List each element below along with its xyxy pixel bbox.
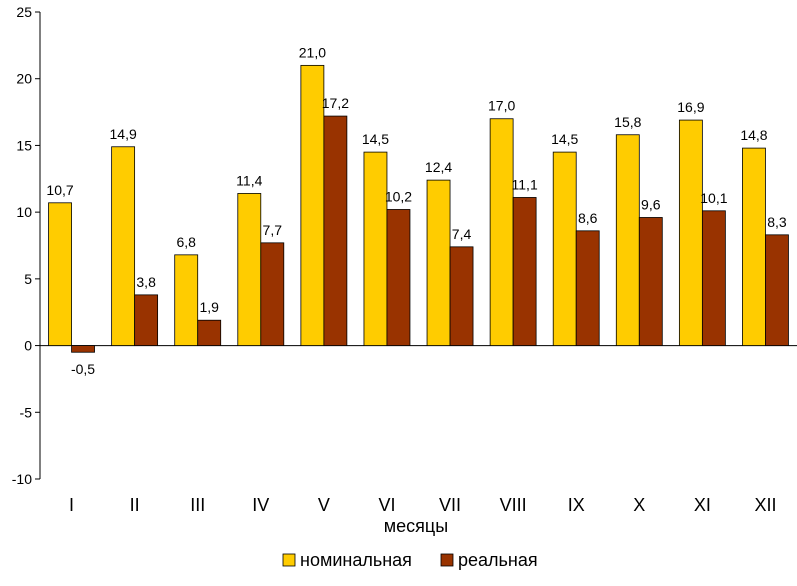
legend-label-real: реальная — [458, 550, 538, 570]
y-tick-label: 0 — [24, 338, 32, 354]
legend-label-nominal: номинальная — [300, 550, 412, 570]
bar-real — [260, 242, 285, 346]
data-label-real: 7,7 — [263, 222, 283, 238]
bar-nominal — [237, 193, 262, 346]
bar-nominal — [426, 179, 451, 346]
y-tick-label: 20 — [16, 71, 32, 87]
bar-nominal — [174, 254, 199, 346]
data-label-real: 11,1 — [512, 176, 538, 192]
bar-real — [71, 345, 95, 353]
data-label-nominal: 14,5 — [551, 131, 578, 147]
data-label-real: 17,2 — [322, 95, 349, 111]
legend-swatch-nominal — [282, 553, 296, 567]
data-label-real: 8,6 — [578, 210, 598, 226]
x-tick-label: IV — [252, 495, 269, 515]
bar-real — [701, 210, 726, 346]
x-tick-label: VI — [378, 495, 395, 515]
y-tick-label: 25 — [16, 4, 32, 20]
data-label-nominal: 14,8 — [740, 127, 767, 143]
bar-nominal — [489, 118, 514, 346]
y-tick-label: 10 — [16, 204, 32, 220]
data-label-real: 7,4 — [452, 226, 472, 242]
x-tick-label: VII — [439, 495, 461, 515]
data-label-real: 10,2 — [385, 188, 412, 204]
x-tick-label: VIII — [500, 495, 527, 515]
x-tick-label: III — [190, 495, 205, 515]
bar-real — [134, 294, 159, 346]
x-tick-label: X — [633, 495, 645, 515]
bar-nominal — [615, 134, 640, 346]
bar-nominal — [111, 146, 136, 346]
x-axis-title: месяцы — [384, 516, 448, 536]
bar-nominal — [300, 64, 325, 346]
legend-swatch-real — [440, 553, 454, 567]
bar-nominal — [363, 151, 388, 346]
legend: номинальная реальная — [282, 550, 538, 570]
data-label-nominal: 6,8 — [176, 234, 196, 250]
axes-layer: -10 -5 0 5 10 15 20 25 — [12, 4, 797, 487]
data-label-nominal: 15,8 — [614, 114, 641, 130]
x-tick-label: V — [318, 495, 330, 515]
data-label-nominal: 16,9 — [677, 99, 704, 115]
data-label-real: 8,3 — [767, 214, 787, 230]
x-tick-label: IX — [568, 495, 585, 515]
data-label-real: -0,5 — [71, 361, 95, 377]
bar-real — [323, 115, 348, 346]
bar-nominal — [48, 202, 72, 346]
data-label-nominal: 21,0 — [299, 44, 326, 60]
bar-real — [512, 197, 537, 346]
data-label-nominal: 14,5 — [362, 131, 389, 147]
data-label-real: 1,9 — [199, 299, 219, 315]
bar-nominal — [678, 119, 703, 346]
x-tick-label: II — [130, 495, 140, 515]
bars-layer — [48, 64, 789, 353]
data-label-nominal: 14,9 — [110, 126, 137, 142]
labels-layer: 10,7 -0,5 I 14,9 3,8 II 6,8 1,9 III 11,4 7,7 IV 21,0… — [46, 44, 786, 515]
x-tick-label: XI — [694, 495, 711, 515]
data-label-real: 9,6 — [641, 196, 661, 212]
bar-real — [449, 246, 474, 346]
y-tick-label: 5 — [24, 271, 32, 287]
data-label-nominal: 11,4 — [236, 172, 262, 188]
data-label-nominal: 12,4 — [425, 159, 452, 175]
bar-real — [638, 217, 663, 346]
data-label-real: 10,1 — [700, 190, 727, 206]
data-label-nominal: 17,0 — [488, 98, 515, 114]
bar-nominal — [742, 147, 766, 346]
data-label-nominal: 10,7 — [46, 182, 73, 198]
bar-real — [386, 209, 411, 346]
bar-nominal — [552, 151, 577, 346]
bar-real — [765, 234, 789, 346]
y-tick-label: 15 — [16, 137, 32, 153]
y-tick-label: -10 — [12, 471, 32, 487]
x-tick-label: XII — [754, 495, 776, 515]
data-label-real: 3,8 — [136, 274, 156, 290]
bar-real — [575, 230, 600, 346]
x-tick-label: I — [69, 495, 74, 515]
bar-real — [197, 319, 222, 346]
y-tick-label: -5 — [20, 404, 33, 420]
